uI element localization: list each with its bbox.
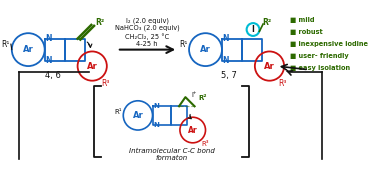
Text: N: N (45, 56, 52, 65)
Text: Intramolecular C-C bond
formaton: Intramolecular C-C bond formaton (129, 148, 215, 161)
Text: ■ robust: ■ robust (291, 29, 323, 35)
Text: 4, 6: 4, 6 (45, 71, 61, 80)
Text: ■ easy isolation: ■ easy isolation (291, 65, 351, 71)
Text: 5, 7: 5, 7 (222, 71, 237, 80)
Text: Ar: Ar (188, 125, 198, 134)
Text: 4-25 h: 4-25 h (136, 41, 158, 47)
Text: Ar: Ar (23, 45, 34, 54)
Text: Ar: Ar (200, 45, 211, 54)
Text: I₂ (2.0 equiv): I₂ (2.0 equiv) (125, 17, 169, 24)
Text: I: I (252, 25, 254, 34)
Text: R¹: R¹ (179, 40, 187, 49)
Text: R³: R³ (202, 141, 209, 147)
Text: N: N (45, 34, 52, 43)
Text: I⁺: I⁺ (192, 92, 197, 98)
FancyArrowPatch shape (120, 46, 173, 53)
FancyArrowPatch shape (287, 71, 293, 75)
FancyArrowPatch shape (188, 114, 191, 119)
Text: ■ user- friendly: ■ user- friendly (291, 53, 349, 59)
Text: R³: R³ (101, 79, 110, 88)
Text: Ar: Ar (264, 62, 275, 71)
Text: Ar: Ar (87, 62, 98, 71)
FancyArrowPatch shape (87, 42, 92, 48)
Polygon shape (65, 39, 85, 61)
Text: N: N (153, 122, 159, 128)
Polygon shape (45, 39, 65, 61)
Text: N: N (222, 56, 229, 65)
Text: R¹: R¹ (2, 40, 10, 49)
Text: Ar: Ar (133, 111, 143, 120)
Polygon shape (222, 39, 242, 61)
Text: N: N (222, 34, 229, 43)
Text: CH₂Cl₂, 25 °C: CH₂Cl₂, 25 °C (125, 33, 169, 40)
Polygon shape (242, 39, 262, 61)
Text: R²: R² (198, 95, 207, 101)
Text: ■ mild: ■ mild (291, 17, 315, 23)
Text: NaHCO₃ (2.0 equiv): NaHCO₃ (2.0 equiv) (115, 24, 180, 31)
Text: R³: R³ (279, 79, 287, 88)
Text: R²: R² (95, 18, 104, 27)
Text: N: N (153, 103, 159, 109)
Text: R²: R² (262, 18, 271, 27)
Polygon shape (152, 106, 171, 125)
Text: R¹: R¹ (114, 109, 121, 115)
Text: ■ inexpensive iodine: ■ inexpensive iodine (291, 41, 369, 47)
Polygon shape (171, 106, 187, 125)
